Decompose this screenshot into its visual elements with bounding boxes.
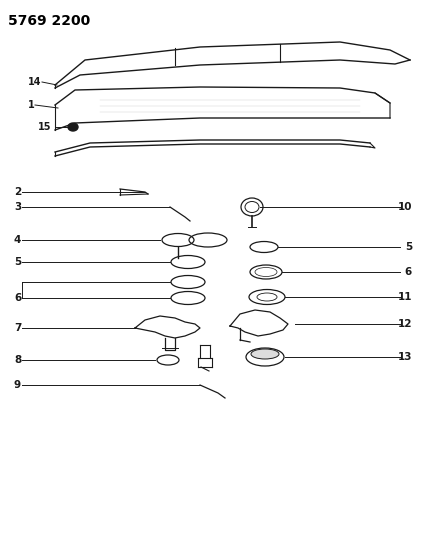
Text: 8: 8 [14,355,21,365]
Text: 4: 4 [14,235,21,245]
Text: 3: 3 [14,202,21,212]
Text: 12: 12 [398,319,412,329]
Text: 11: 11 [398,292,412,302]
Ellipse shape [251,349,279,359]
Text: 5: 5 [14,257,21,267]
Text: 15: 15 [38,122,51,132]
Text: 6: 6 [14,293,21,303]
Text: 6: 6 [405,267,412,277]
Text: 7: 7 [14,323,21,333]
Text: 1: 1 [28,100,35,110]
Text: 5: 5 [405,242,412,252]
Text: 2: 2 [14,187,21,197]
Text: 13: 13 [398,352,412,362]
Text: 10: 10 [398,202,412,212]
Ellipse shape [68,123,78,131]
Text: 9: 9 [14,380,21,390]
Text: 5769 2200: 5769 2200 [8,14,90,28]
Text: 14: 14 [28,77,42,87]
